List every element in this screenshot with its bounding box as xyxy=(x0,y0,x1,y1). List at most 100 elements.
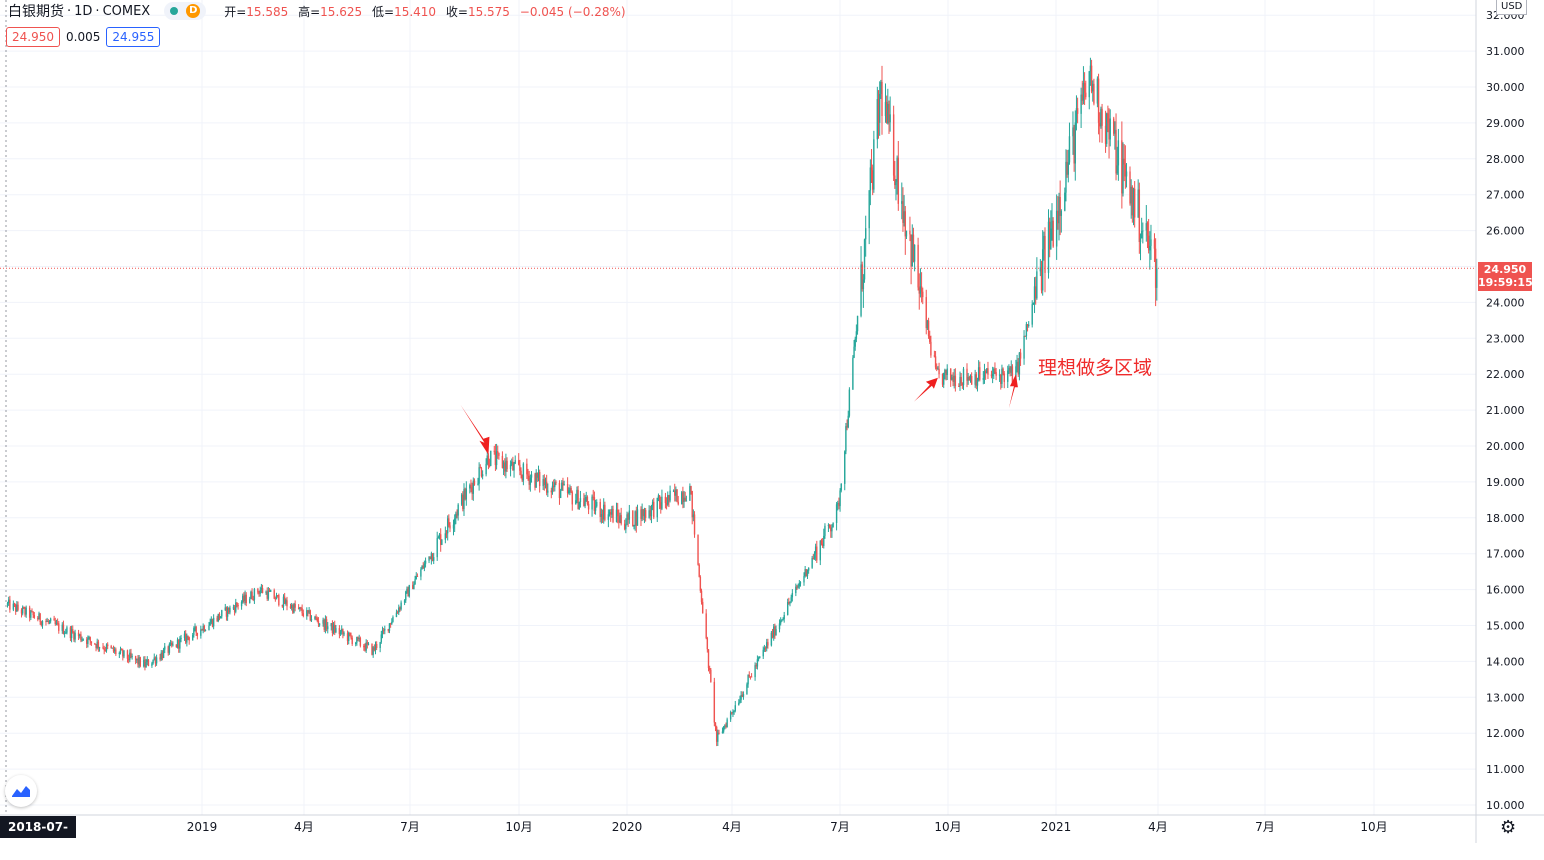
candle-body xyxy=(371,643,373,655)
candle-body xyxy=(224,607,226,611)
candle-body xyxy=(1026,324,1029,327)
candle-body xyxy=(242,595,244,602)
candle-body xyxy=(98,647,101,649)
symbol-name[interactable]: 白银期货 xyxy=(8,4,64,20)
y-tick-label: 16.000 xyxy=(1486,584,1525,597)
annotation-text[interactable]: 理想做多区域 xyxy=(1038,357,1153,379)
settings-gear-icon[interactable]: ⚙ xyxy=(1500,817,1517,838)
candle-body xyxy=(633,525,635,527)
annotation-arrow[interactable] xyxy=(913,377,938,402)
candle-body xyxy=(571,492,573,505)
candle-body xyxy=(724,725,726,727)
candle-body xyxy=(365,642,367,651)
candle-body xyxy=(48,621,51,623)
currency-label[interactable]: USD xyxy=(1496,0,1528,15)
candle-body xyxy=(1019,352,1022,359)
annotation-arrow[interactable] xyxy=(1008,374,1018,409)
candle-body xyxy=(25,607,27,615)
candle-body xyxy=(203,625,206,631)
interval-label[interactable]: 1D xyxy=(74,3,93,19)
candle-body xyxy=(998,374,1001,376)
candle-body xyxy=(330,623,332,627)
tradingview-logo[interactable] xyxy=(5,775,37,807)
candle-body xyxy=(779,620,782,624)
candle-body xyxy=(1145,223,1148,231)
candle-body xyxy=(961,383,964,386)
candle-body xyxy=(868,190,870,229)
candle-body xyxy=(372,647,374,655)
candle-body xyxy=(576,489,578,501)
candle-body xyxy=(773,626,775,638)
ask-price-button[interactable]: 24.955 xyxy=(106,27,161,47)
candle-body xyxy=(346,633,349,641)
candle-body xyxy=(233,607,236,612)
candle-body xyxy=(563,484,565,486)
candle-body xyxy=(159,657,161,660)
candle-body xyxy=(430,553,433,560)
candle-body xyxy=(178,639,180,649)
candle-body xyxy=(481,474,484,477)
candle-body xyxy=(840,483,842,491)
close-value: 15.575 xyxy=(467,4,510,19)
candle-body xyxy=(846,426,848,428)
candle-body xyxy=(439,534,442,545)
candle-body xyxy=(681,492,683,505)
candle-body xyxy=(169,642,172,645)
candle-body xyxy=(245,594,247,604)
candle-body xyxy=(28,607,31,618)
candle-body xyxy=(944,369,946,373)
candle-body xyxy=(1003,373,1005,382)
y-tick-label: 24.000 xyxy=(1486,296,1525,309)
candle-body xyxy=(603,504,605,520)
open-value: 15.585 xyxy=(246,4,289,19)
candle-body xyxy=(675,489,677,496)
candle-body xyxy=(593,497,596,511)
candle-body xyxy=(152,659,154,664)
candle-body xyxy=(805,569,808,576)
candle-body xyxy=(455,513,457,519)
candle-body xyxy=(968,377,971,381)
candle-body xyxy=(420,569,422,577)
candle-body xyxy=(480,468,483,477)
candle-body xyxy=(640,509,642,519)
candle-body xyxy=(943,372,945,385)
candle-body xyxy=(885,101,888,124)
candle-body xyxy=(8,599,10,604)
candle-body xyxy=(488,465,491,467)
candle-body xyxy=(584,501,586,506)
candle-body xyxy=(757,658,760,660)
x-tick-label: 4月 xyxy=(1148,820,1168,834)
candle-body xyxy=(903,211,905,223)
market-status-badge[interactable]: D xyxy=(164,2,207,20)
candle-body xyxy=(210,619,213,623)
candle-body xyxy=(161,652,164,658)
candle-body xyxy=(545,481,548,493)
candle-body xyxy=(217,613,220,622)
candle-body xyxy=(282,596,285,607)
candle-body xyxy=(888,103,890,123)
bid-price-button[interactable]: 24.950 xyxy=(6,27,60,47)
candle-body xyxy=(259,589,261,594)
candle-body xyxy=(684,497,686,501)
candle-body xyxy=(1057,210,1059,224)
candle-body xyxy=(16,604,18,612)
candle-body xyxy=(559,490,562,499)
candle-body xyxy=(1082,83,1085,101)
candle-body xyxy=(960,376,962,384)
candle-body xyxy=(1055,210,1058,247)
candle-body xyxy=(587,503,590,510)
annotation-arrow[interactable] xyxy=(460,404,490,455)
candle-body xyxy=(276,595,279,597)
candle-body xyxy=(380,634,383,643)
candle-body xyxy=(1089,65,1092,72)
candle-body xyxy=(529,477,532,485)
candle-body xyxy=(575,500,577,505)
candle-body xyxy=(1100,108,1102,127)
candle-body xyxy=(982,378,985,380)
candle-body xyxy=(31,611,33,613)
candle-body xyxy=(1109,118,1111,140)
candle-body xyxy=(399,607,401,610)
candle-body xyxy=(742,694,745,697)
candle-body xyxy=(13,603,16,605)
